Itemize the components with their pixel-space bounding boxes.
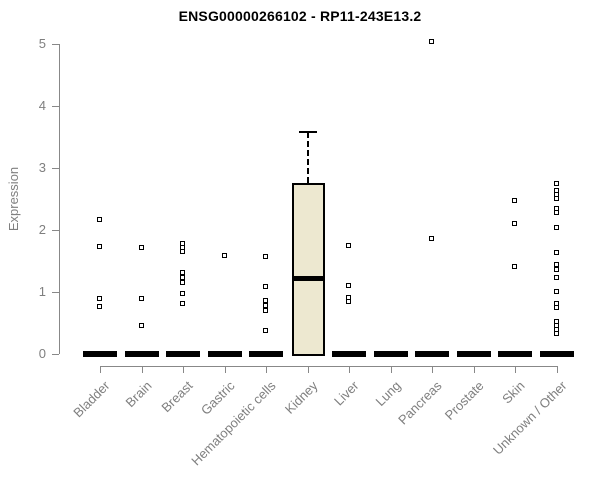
y-axis-line	[59, 44, 60, 354]
outlier-point	[97, 243, 102, 249]
outlier-point	[263, 254, 268, 260]
outlier-point	[429, 39, 434, 45]
outlier-point	[180, 269, 185, 275]
outlier-point	[263, 328, 268, 334]
outlier-point	[97, 217, 102, 223]
outlier-point	[346, 243, 351, 249]
x-tick	[473, 366, 475, 373]
outlier-point	[553, 249, 559, 255]
outlier-point	[263, 284, 268, 290]
zero-median-bar	[207, 351, 242, 357]
y-tick-label: 5	[38, 36, 46, 51]
y-tick	[52, 168, 59, 169]
outlier-point	[221, 253, 227, 259]
x-tick	[100, 366, 101, 373]
whisker-line	[306, 132, 309, 183]
outlier-point	[429, 236, 434, 242]
zero-median-bar	[166, 351, 200, 357]
box-kidney	[291, 182, 325, 356]
x-tick	[556, 366, 558, 373]
x-tick	[141, 366, 143, 373]
outlier-point	[553, 196, 559, 201]
y-tick	[52, 106, 59, 107]
outlier-point	[553, 181, 559, 187]
outlier-point	[553, 305, 559, 311]
zero-median-bar	[83, 351, 117, 357]
y-axis-title: Expression	[6, 166, 21, 232]
outlier-point	[138, 323, 144, 329]
zero-median-bar	[332, 351, 366, 357]
x-tick	[183, 366, 184, 373]
outlier-point	[180, 279, 185, 285]
outlier-point	[97, 303, 102, 309]
outlier-point	[263, 303, 268, 309]
outlier-point	[512, 197, 517, 203]
outlier-point	[263, 298, 268, 304]
x-tick	[266, 366, 267, 373]
zero-median-bar	[373, 351, 408, 357]
y-tick	[52, 44, 59, 45]
outlier-point	[553, 262, 559, 268]
outlier-point	[138, 244, 144, 250]
zero-median-bar	[498, 351, 532, 357]
x-tick	[349, 366, 350, 373]
outlier-point	[553, 275, 559, 281]
outlier-point	[138, 295, 144, 301]
outlier-point	[180, 301, 185, 307]
outlier-point	[553, 267, 559, 273]
x-tick	[224, 366, 226, 373]
y-tick-label: 2	[38, 222, 46, 237]
y-tick	[52, 292, 59, 293]
zero-median-bar	[415, 351, 449, 357]
outlier-point	[553, 331, 559, 337]
y-tick-label: 4	[38, 98, 46, 113]
zero-median-bar	[249, 351, 283, 357]
zero-median-bar	[539, 351, 574, 357]
y-tick	[52, 354, 59, 355]
outlier-point	[346, 298, 351, 304]
zero-median-bar	[124, 351, 159, 357]
x-tick	[515, 366, 516, 373]
median-line	[293, 275, 323, 281]
outlier-point	[180, 249, 185, 255]
outlier-point	[553, 210, 559, 216]
outlier-point	[263, 308, 268, 314]
outlier-point	[346, 282, 351, 288]
x-tick	[432, 366, 433, 373]
chart-title: ENSG00000266102 - RP11-243E13.2	[178, 8, 422, 24]
outlier-point	[553, 289, 559, 294]
x-tick	[307, 366, 309, 373]
y-tick-label: 0	[38, 346, 46, 361]
x-tick	[390, 366, 392, 373]
outlier-point	[553, 225, 559, 231]
outlier-point	[97, 295, 102, 301]
y-tick	[52, 230, 59, 231]
outlier-point	[180, 290, 185, 296]
outlier-point	[180, 274, 185, 280]
outlier-point	[512, 264, 517, 270]
y-tick-label: 1	[38, 284, 46, 299]
outlier-point	[512, 220, 517, 226]
zero-median-bar	[456, 351, 491, 357]
x-axis-line	[100, 366, 558, 367]
y-tick-label: 3	[38, 160, 46, 175]
